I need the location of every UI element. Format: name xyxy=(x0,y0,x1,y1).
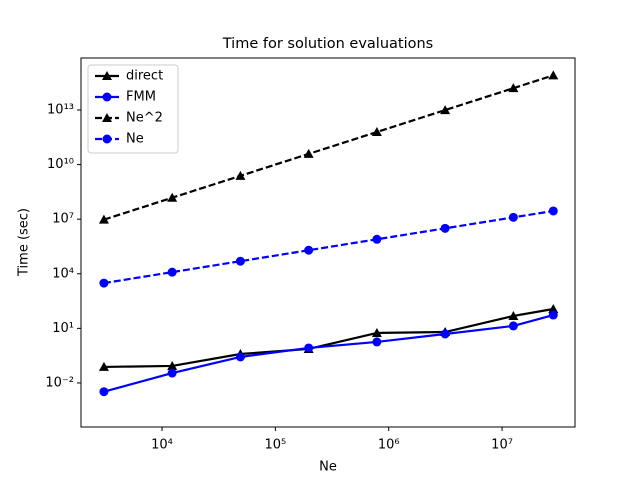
y-tick-label: 10¹⁰ xyxy=(47,157,74,172)
series-line xyxy=(103,307,554,369)
data-point xyxy=(235,256,245,266)
data-point xyxy=(440,105,451,115)
data-point xyxy=(98,214,109,224)
data-point xyxy=(548,206,558,216)
y-tick-label: 10⁻² xyxy=(45,375,74,390)
data-point xyxy=(167,192,178,202)
legend-label: direct xyxy=(126,69,163,84)
data-point xyxy=(304,343,314,353)
data-point xyxy=(167,267,177,277)
y-axis-label: Time (sec) xyxy=(17,208,32,277)
data-point xyxy=(304,245,314,255)
data-point xyxy=(372,234,382,244)
data-point xyxy=(99,387,109,397)
data-point xyxy=(440,329,450,339)
x-tick-label: 10⁷ xyxy=(491,438,513,453)
x-tick-label: 10⁶ xyxy=(378,438,400,453)
legend-box xyxy=(87,64,179,154)
legend-label: FMM xyxy=(126,90,156,105)
data-point xyxy=(303,148,314,158)
y-tick-label: 10¹ xyxy=(52,321,74,336)
plot-frame xyxy=(80,57,576,428)
legend-marker xyxy=(102,134,112,144)
legend-label: Ne^2 xyxy=(126,111,163,126)
legend-marker xyxy=(102,113,112,122)
data-point xyxy=(548,310,558,320)
x-tick-label: 10⁵ xyxy=(264,438,286,453)
series-line xyxy=(103,209,554,285)
data-point xyxy=(548,303,559,313)
y-tick-label: 10⁷ xyxy=(52,212,74,227)
series-line xyxy=(103,313,554,393)
data-point xyxy=(371,126,382,136)
data-point xyxy=(98,361,109,371)
x-tick-label: 10⁴ xyxy=(151,438,173,453)
data-point xyxy=(440,223,450,233)
legend-label: Ne xyxy=(126,132,144,147)
data-point xyxy=(99,278,109,288)
data-point xyxy=(508,310,519,320)
legend-marker xyxy=(102,92,112,102)
data-point xyxy=(235,352,245,362)
y-tick-label: 10⁴ xyxy=(52,266,74,281)
data-point xyxy=(508,83,519,93)
x-axis-label: Ne xyxy=(319,460,337,475)
data-point xyxy=(167,360,178,370)
data-point xyxy=(508,212,518,222)
data-point xyxy=(235,170,246,180)
y-tick-label: 10¹³ xyxy=(47,102,74,117)
data-point xyxy=(548,70,559,80)
legend-marker xyxy=(102,71,112,80)
data-point xyxy=(167,368,177,378)
data-point xyxy=(371,327,382,337)
series-line xyxy=(103,74,554,221)
data-point xyxy=(372,337,382,347)
chart-title: Time for solution evaluations xyxy=(222,36,434,52)
data-point xyxy=(508,321,518,331)
